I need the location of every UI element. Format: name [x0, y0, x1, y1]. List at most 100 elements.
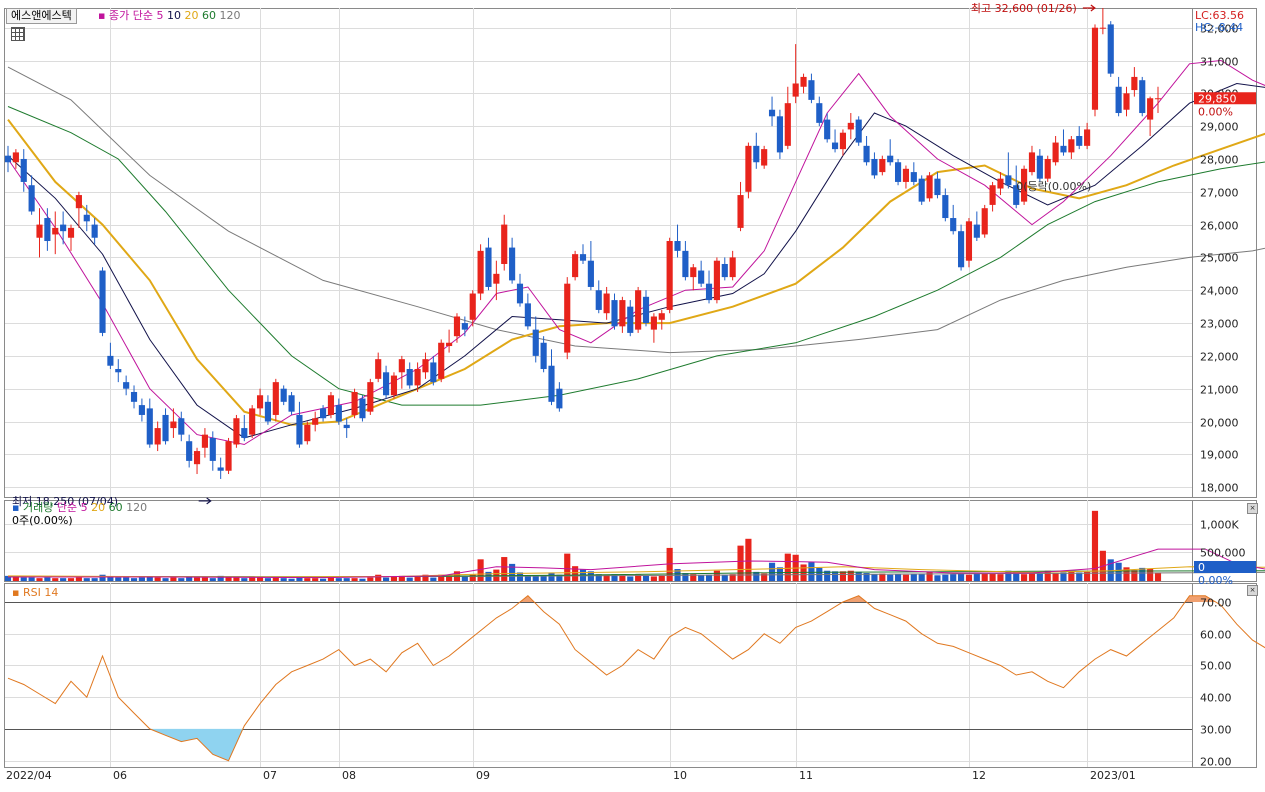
- candle-body: [28, 185, 35, 212]
- candle: [249, 405, 256, 438]
- candle-body: [83, 214, 90, 222]
- candle: [375, 352, 382, 383]
- volume-bar: [146, 576, 153, 581]
- volume-bar: [532, 575, 539, 581]
- ma5-label: 5: [156, 9, 164, 22]
- volume-bar: [705, 574, 713, 581]
- candle-body: [335, 405, 342, 422]
- candle-body: [1013, 185, 1020, 205]
- volume-pane-close-icon[interactable]: ×: [1247, 503, 1258, 514]
- candle-body: [217, 467, 224, 471]
- volume-bar: [319, 578, 327, 581]
- candle: [1028, 145, 1036, 176]
- volume-bar: [383, 577, 390, 581]
- candle: [540, 336, 547, 373]
- volume-ma5-label: 5: [80, 501, 88, 514]
- volume-bar: [44, 577, 51, 581]
- volume-bar: [572, 566, 579, 581]
- price-tick-label: 27,000: [1200, 187, 1239, 200]
- rsi-pane-close-icon[interactable]: ×: [1247, 585, 1258, 596]
- candle-body: [225, 441, 232, 471]
- candle-body: [1052, 142, 1059, 163]
- volume-bar: [225, 577, 232, 581]
- candle-body: [816, 103, 823, 123]
- volume-bar: [28, 577, 35, 581]
- volume-bar: [768, 562, 776, 581]
- candle: [611, 293, 618, 330]
- candle-body: [540, 342, 547, 370]
- candle: [973, 211, 980, 242]
- volume-bar: [138, 577, 145, 581]
- candle: [1139, 76, 1146, 117]
- grid-toggle-icon[interactable]: [11, 27, 25, 41]
- candle-body: [879, 158, 886, 173]
- price-tick-label: 22,000: [1200, 351, 1239, 364]
- volume-bar: [926, 572, 933, 581]
- candle: [138, 398, 145, 422]
- ma5-line: [7, 59, 1265, 446]
- candle-body: [658, 313, 665, 320]
- candle: [75, 191, 82, 228]
- candle: [942, 188, 949, 222]
- volume-bar: [233, 577, 240, 581]
- volume-bar: [627, 576, 634, 581]
- candle: [997, 172, 1004, 196]
- ma-type-label: 단순: [132, 9, 153, 22]
- candle: [1091, 24, 1099, 117]
- candle: [721, 257, 728, 281]
- candle-body: [154, 428, 161, 445]
- volume-bar: [99, 574, 106, 581]
- price-tick-label: 23,000: [1200, 318, 1239, 331]
- volume-bar: [107, 577, 114, 581]
- volume-bar: [430, 577, 437, 581]
- candle: [524, 293, 531, 330]
- candle: [296, 401, 303, 448]
- candle-body: [1099, 27, 1106, 29]
- candle-body: [1147, 98, 1154, 120]
- candle-body: [887, 155, 894, 163]
- rsi-overbought-fill: [519, 595, 1216, 603]
- candle: [1060, 129, 1067, 156]
- candle: [887, 139, 894, 166]
- candle-body: [501, 224, 508, 264]
- candle: [327, 391, 335, 419]
- candle-body: [611, 300, 618, 327]
- volume-bar: [398, 575, 405, 581]
- volume-bar: [469, 574, 476, 581]
- rsi-tick-label: 50.00: [1200, 660, 1232, 673]
- volume-bar: [130, 578, 138, 581]
- candle-body: [532, 329, 539, 356]
- candle-body: [170, 421, 177, 429]
- volume-bar: [548, 572, 555, 581]
- candle: [115, 359, 122, 383]
- candle-body: [548, 365, 555, 402]
- rsi-tick-label: 60.00: [1200, 629, 1232, 642]
- volume-bar: [170, 577, 177, 581]
- candle: [808, 73, 815, 104]
- candle: [233, 414, 240, 448]
- candle: [737, 181, 744, 232]
- ma120-line: [7, 66, 1265, 354]
- price-tick-label: 21,000: [1200, 384, 1239, 397]
- volume-bar: [997, 574, 1004, 581]
- volume-bar: [1076, 572, 1083, 581]
- candle-body: [115, 369, 122, 373]
- candle: [398, 355, 405, 389]
- rsi-legend: ▪ RSI 14: [12, 586, 58, 599]
- candle: [485, 237, 492, 291]
- volume-bar: [367, 577, 374, 581]
- candle: [1084, 122, 1091, 150]
- volume-bar: [52, 578, 59, 581]
- candle: [548, 349, 555, 406]
- stock-name[interactable]: 에스앤에스텍: [6, 8, 77, 24]
- candle: [989, 181, 996, 212]
- candle: [319, 405, 327, 422]
- candle: [217, 457, 224, 479]
- volume-bar: [879, 573, 886, 581]
- candle: [768, 96, 776, 127]
- candle-body: [60, 224, 67, 232]
- candle: [335, 398, 342, 425]
- candle-body: [635, 290, 642, 330]
- candle-body: [178, 418, 185, 435]
- candle-body: [761, 149, 768, 166]
